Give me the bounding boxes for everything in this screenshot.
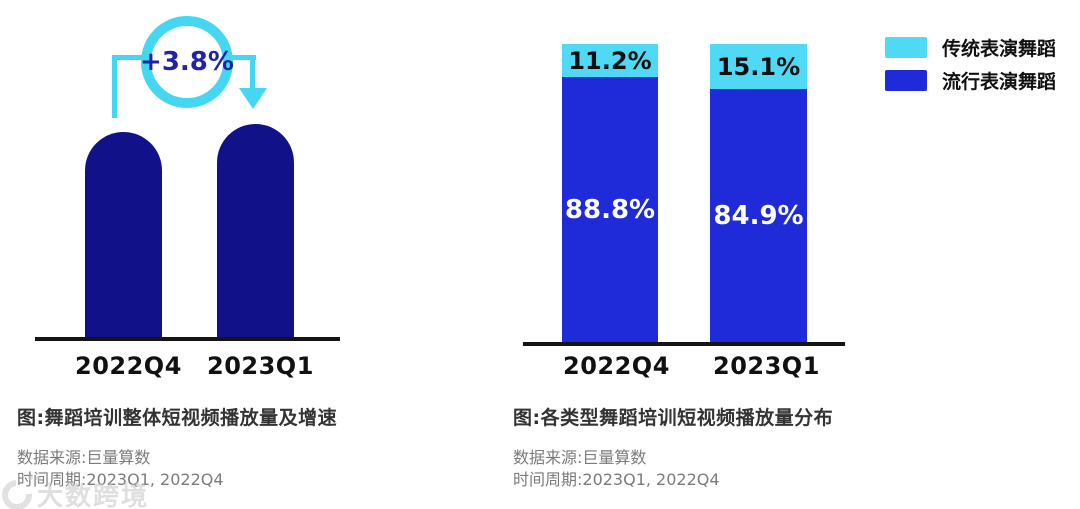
brand-logo-dots-icon	[28, 475, 33, 480]
legend-item-traditional: 传统表演舞蹈	[885, 35, 1057, 60]
stacked-bar-2023q1: 15.1% 84.9%	[710, 44, 807, 342]
growth-circle-badge: +3.8%	[140, 16, 234, 108]
legend-swatch-blue	[885, 69, 927, 91]
segment-traditional-2023q1: 15.1%	[710, 44, 807, 89]
legend-item-popular: 流行表演舞蹈	[885, 68, 1057, 93]
segment-value-label: 11.2%	[568, 46, 652, 75]
bar-total-2022q4	[85, 132, 162, 338]
legend-swatch-cyan	[885, 36, 927, 58]
segment-value-label: 15.1%	[716, 52, 801, 81]
left-data-source: 数据来源:巨量算数	[17, 448, 151, 467]
segment-value-label: 88.8%	[564, 194, 656, 225]
x-tick-2023q1: 2023Q1	[207, 352, 314, 380]
left-chart-title: 图:舞蹈培训整体短视频播放量及增速	[17, 407, 338, 429]
right-data-source: 数据来源:巨量算数	[513, 448, 647, 467]
stacked-bar-2022q4: 11.2% 88.8%	[562, 44, 658, 342]
bracket-right-vertical-line	[250, 55, 255, 91]
growth-value: +3.8%	[140, 47, 234, 77]
arrow-down-icon	[239, 88, 267, 109]
right-time-period: 时间周期:2023Q1, 2022Q4	[513, 470, 720, 489]
segment-popular-2023q1: 84.9%	[710, 89, 807, 342]
segment-popular-2022q4: 88.8%	[562, 77, 658, 342]
x-axis-left	[35, 337, 340, 341]
x-axis-right	[523, 342, 845, 346]
legend-label: 流行表演舞蹈	[942, 70, 1057, 93]
x-tick-2023q1: 2023Q1	[713, 352, 820, 380]
right-chart-title: 图:各类型舞蹈培训短视频播放量分布	[513, 407, 834, 429]
bracket-left-vertical-line	[112, 55, 117, 118]
left-time-period: 时间周期:2023Q1, 2022Q4	[17, 470, 224, 489]
watermark-text: 大数跨境	[37, 482, 150, 509]
bracket-left-horizontal-line	[112, 55, 143, 60]
segment-value-label: 84.9%	[713, 200, 804, 231]
bracket-right-horizontal-line	[231, 55, 256, 60]
legend-label: 传统表演舞蹈	[942, 37, 1057, 60]
x-tick-2022q4: 2022Q4	[563, 352, 670, 380]
watermark: 大数跨境	[0, 473, 150, 509]
x-tick-2022q4: 2022Q4	[75, 352, 182, 380]
segment-traditional-2022q4: 11.2%	[562, 44, 658, 78]
bar-total-2023q1	[217, 124, 294, 338]
